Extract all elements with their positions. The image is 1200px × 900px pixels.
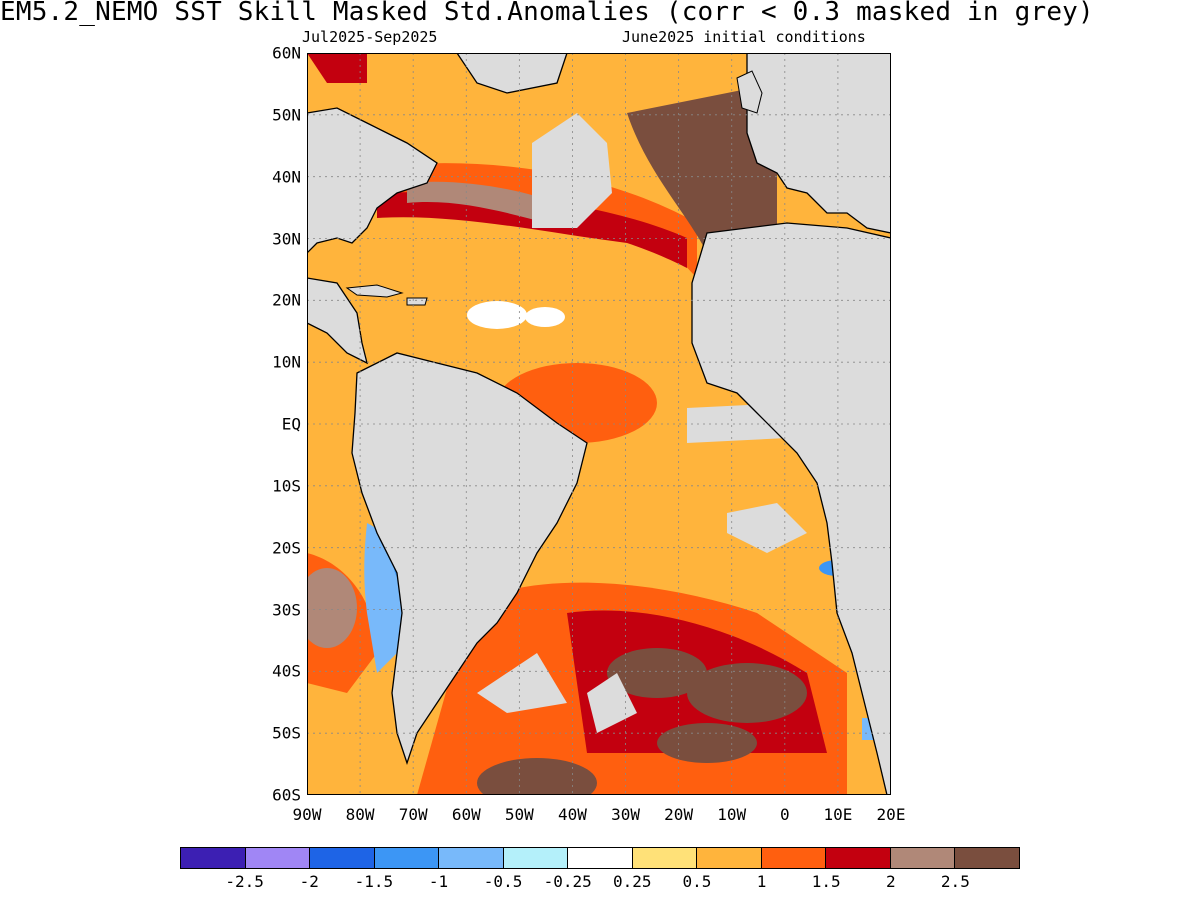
lat-label-60n: 60N (272, 43, 301, 63)
colorbar-label: 2 (885, 872, 896, 891)
sst-anomaly-map (307, 53, 891, 795)
masked-region-south-2 (587, 673, 637, 733)
anomaly-band-north-strong (377, 192, 687, 268)
lon-label-20w: 20W (664, 805, 694, 824)
lon-label-30w: 30W (611, 805, 640, 824)
initial-conditions: June2025 initial conditions (622, 28, 866, 46)
lon-label-50w: 50W (504, 805, 534, 824)
colorbar-swatch (181, 848, 246, 868)
colorbar-label: 0.25 (613, 872, 652, 891)
colorbar-label: -1.5 (354, 872, 394, 891)
lon-label-80w: 80W (345, 805, 375, 824)
lat-label-30n: 30N (272, 229, 301, 248)
colorbar-label: -2 (299, 872, 319, 891)
colorbar-label: 0.5 (682, 872, 712, 891)
weak-anomaly-tropic-2 (525, 307, 565, 327)
lon-label-60w: 60W (451, 805, 481, 824)
weak-anomaly-tropic-1 (467, 301, 527, 329)
lon-label-90w: 90W (292, 805, 322, 824)
lon-label-10w: 10W (717, 805, 747, 824)
colorbar-label: 1 (756, 872, 767, 891)
colorbar-label: 2.5 (940, 872, 970, 891)
land-central-america (307, 277, 368, 365)
colorbar-label: -0.25 (543, 872, 592, 891)
lat-label-50n: 50N (272, 105, 301, 125)
colorbar-swatch (568, 848, 633, 868)
map-frame (307, 53, 891, 795)
masked-region-angola (727, 503, 807, 553)
lat-label-40s: 40S (272, 661, 301, 681)
lon-grid-lines (359, 53, 839, 795)
map-title: EM5.2_NEMO SST Skill Masked Std.Anomalie… (0, 0, 1094, 27)
colorbar-swatch (697, 848, 762, 868)
masked-region-mid-atlantic (532, 113, 612, 228)
anomaly-core-south-2 (687, 663, 807, 723)
anomaly-core-south-4 (657, 723, 757, 763)
colorbar-swatch (826, 848, 891, 868)
land-caribbean-hispaniola (406, 297, 428, 306)
masked-region-south-1 (477, 653, 567, 713)
land-south-america (351, 352, 588, 766)
colorbar-swatch (955, 848, 1019, 868)
lat-label-30s: 30S (272, 600, 301, 619)
land-africa (691, 222, 891, 795)
lon-label-70w: 70W (398, 805, 428, 824)
colorbar-label: -1 (428, 872, 449, 891)
anomaly-core-south-1 (607, 648, 707, 698)
colorbar-swatch (439, 848, 504, 868)
lat-label-10s: 10S (272, 476, 301, 496)
lon-label-0: 0 (779, 805, 790, 824)
lat-label-60s: 60S (272, 785, 301, 805)
colorbar-swatch (374, 848, 440, 868)
colorbar-swatch (761, 848, 827, 868)
colorbar (180, 847, 1020, 869)
land-caribbean-cuba (345, 284, 404, 298)
lat-label-20s: 20S (272, 538, 301, 558)
anomaly-core-se-pacific (307, 568, 357, 648)
lat-label-40n: 40N (272, 167, 301, 187)
lat-label-20n: 20N (272, 290, 301, 310)
colorbar-swatch (632, 848, 698, 868)
lat-label-eq: EQ (281, 414, 301, 434)
lon-label-10e: 10E (823, 805, 853, 824)
lat-label-10n: 10N (272, 352, 301, 372)
colorbar-swatch (890, 848, 956, 868)
colorbar-swatch (245, 848, 311, 868)
lat-label-50s: 50S (272, 723, 301, 743)
lat-grid-lines (307, 114, 891, 734)
forecast-period: Jul2025-Sep2025 (302, 28, 438, 46)
colorbar-label: 1.5 (811, 872, 841, 891)
anomaly-core-south-3 (477, 758, 597, 795)
land-greenland (456, 53, 568, 94)
anomaly-core-northeast (627, 83, 777, 253)
land-europe (746, 53, 891, 234)
anomaly-northwest (307, 53, 367, 83)
colorbar-label: -0.5 (483, 872, 523, 891)
colorbar-swatch (503, 848, 569, 868)
colorbar-swatch (310, 848, 375, 868)
lon-label-20e: 20E (876, 805, 906, 824)
land-north-america (307, 107, 438, 254)
colorbar-label: -2.5 (225, 872, 264, 891)
land-uk (736, 70, 763, 114)
lon-label-40w: 40W (558, 805, 587, 824)
